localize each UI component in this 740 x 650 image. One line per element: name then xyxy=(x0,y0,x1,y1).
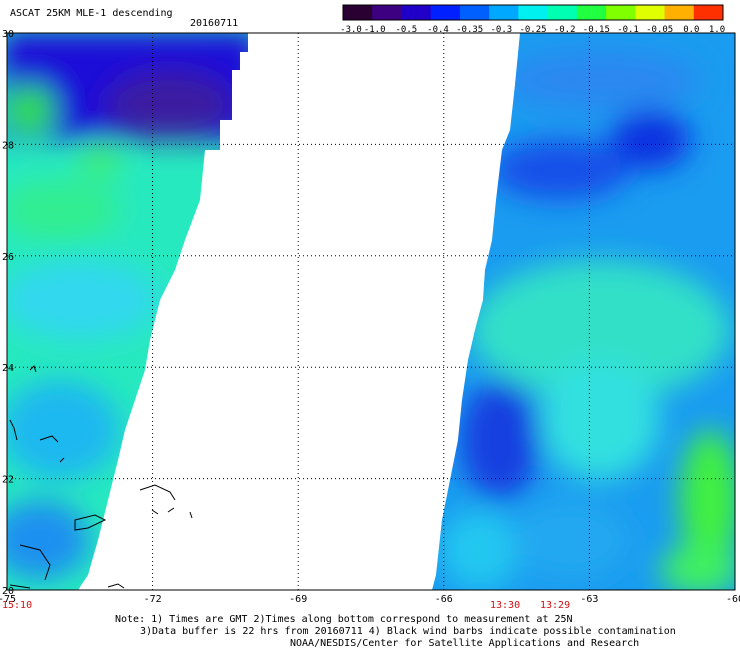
colorbar-label: -0.1 xyxy=(617,25,639,35)
note-line-1: Note: 1) Times are GMT 2)Times along bot… xyxy=(115,614,573,625)
lat-tick-label: 26 xyxy=(2,252,14,263)
colorbar-label: 0.0 xyxy=(683,25,699,35)
lon-tick-label: -66 xyxy=(435,594,453,605)
graticule xyxy=(7,33,735,590)
colorbar-cell xyxy=(664,5,695,20)
lon-tick-label: -69 xyxy=(289,594,307,605)
colorbar-outline xyxy=(342,4,724,21)
swath-time-west: 15:10 xyxy=(2,600,33,611)
colorbar-cell xyxy=(343,5,373,20)
lat-tick-label: 22 xyxy=(2,475,14,486)
lon-tick-label: -63 xyxy=(580,594,598,605)
colorbar-cell xyxy=(401,5,432,20)
plot-frame xyxy=(6,32,736,591)
colorbar-cell xyxy=(576,5,607,20)
note-line-2: 3)Data buffer is 22 hrs from 20160711 4)… xyxy=(140,626,676,637)
axis-ticks: -75 -72 -69 -66 -63 -60 30 28 26 24 22 20 xyxy=(0,29,740,605)
colorbar-cell xyxy=(606,5,636,20)
coastlines xyxy=(9,365,193,589)
note-line-3: NOAA/NESDIS/Center for Satellite Applica… xyxy=(290,638,640,649)
colorbar-cell xyxy=(693,5,724,20)
colorbar-cell xyxy=(489,5,519,20)
color-scale-bar: -3.0 -1.0 -0.5 -0.4 -0.35 -0.3 -0.25 -0.2 -0.15-… xyxy=(340,4,725,35)
colorbar-label: -3.0 xyxy=(340,25,362,35)
colorbar-cell xyxy=(547,5,578,20)
colorbar-cell xyxy=(518,5,549,20)
lat-tick-label: 30 xyxy=(2,29,14,40)
map-date: 20160711 xyxy=(190,18,239,29)
west-swath xyxy=(7,33,248,590)
colorbar-label: 1.0 xyxy=(709,25,725,35)
east-swath xyxy=(432,33,735,590)
lon-tick-label: -75 xyxy=(0,594,16,605)
colorbar-label: -0.25 xyxy=(519,25,546,35)
colorbar-label: -1.0 xyxy=(364,25,386,35)
colorbar-cell xyxy=(372,5,402,20)
colorbar-label: -0.3 xyxy=(490,25,512,35)
colorbar-cell xyxy=(430,5,461,20)
lon-tick-label: -60 xyxy=(726,594,740,605)
swath-time-east-1: 13:30 xyxy=(490,600,521,611)
colorbar-cell xyxy=(459,5,490,20)
colorbar-label: -0.4 xyxy=(427,25,449,35)
colorbar-label: -0.35 xyxy=(456,25,483,35)
lat-tick-label: 20 xyxy=(2,586,14,597)
swath-time-east-2: 13:29 xyxy=(540,600,571,611)
colorbar-label: -0.15 xyxy=(583,25,610,35)
map-title: ASCAT 25KM MLE-1 descending xyxy=(10,8,173,19)
colorbar-label: -0.05 xyxy=(646,25,673,35)
colorbar-label: -0.2 xyxy=(554,25,576,35)
lat-tick-label: 28 xyxy=(2,140,14,151)
colorbar-cell xyxy=(635,5,666,20)
lon-tick-label: -72 xyxy=(144,594,162,605)
colorbar-label: -0.5 xyxy=(395,25,417,35)
lat-tick-label: 24 xyxy=(2,363,14,374)
